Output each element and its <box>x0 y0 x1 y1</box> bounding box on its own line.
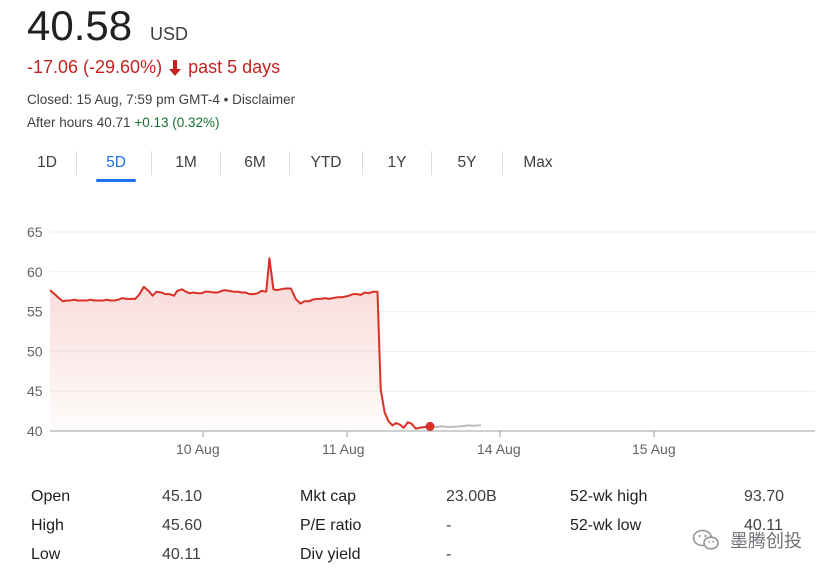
tab-divider <box>151 151 152 175</box>
stat-value-52wk-low: 40.11 <box>744 517 783 534</box>
stat-label-high: High <box>31 517 64 534</box>
tab-divider <box>76 151 77 175</box>
stat-value-high: 45.60 <box>162 517 203 534</box>
price-change: -17.06 (-29.60%) past 5 days <box>27 57 280 78</box>
x-tick-label: 15 Aug <box>632 441 676 457</box>
watermark: 墨腾创投 <box>692 527 802 553</box>
current-price-marker <box>425 421 435 431</box>
y-tick-label: 50 <box>27 343 43 359</box>
change-value: -17.06 (-29.60%) <box>27 57 163 77</box>
stat-label-pe-ratio: P/E ratio <box>300 517 362 534</box>
current-price: 40.58 <box>27 2 133 49</box>
tab-1d[interactable]: 1D <box>37 154 57 171</box>
tab-divider <box>220 151 221 175</box>
tab-1m[interactable]: 1M <box>175 154 197 171</box>
y-tick-label: 40 <box>27 423 43 439</box>
after-hours-line-series <box>429 424 481 429</box>
price-chart[interactable]: 65 60 55 50 45 40 10 Aug 11 Aug 14 Aug 15 Aug <box>0 210 838 470</box>
tab-6m[interactable]: 6M <box>244 154 266 171</box>
tab-divider <box>362 151 363 175</box>
tab-divider <box>502 151 503 175</box>
tab-divider <box>431 151 432 175</box>
stat-label-div-yield: Div yield <box>300 546 361 563</box>
stat-value-mkt-cap: 23.00B <box>446 488 497 505</box>
stat-value-52wk-high: 93.70 <box>744 488 785 505</box>
closed-status: Closed: 15 Aug, 7:59 pm GMT-4 • Disclaim… <box>27 92 296 107</box>
change-period: past 5 days <box>188 57 281 77</box>
price-line-series <box>49 257 431 430</box>
y-tick-label: 60 <box>27 264 43 280</box>
tab-ytd[interactable]: YTD <box>310 154 342 171</box>
price-area-fill <box>50 258 430 431</box>
after-hours-price: After hours 40.71 <box>27 115 135 130</box>
x-tick-label: 14 Aug <box>477 441 521 457</box>
stat-value-div-yield: - <box>446 546 452 563</box>
watermark-text: 墨腾创投 <box>730 531 802 551</box>
range-tabs: 1D 5D 1M 6M YTD 1Y 5Y Max <box>18 148 573 184</box>
y-tick-label: 55 <box>27 304 43 320</box>
tab-max[interactable]: Max <box>523 154 553 171</box>
stat-label-52wk-low: 52-wk low <box>570 517 642 534</box>
stat-label-open: Open <box>31 488 71 505</box>
y-tick-label: 65 <box>27 224 43 240</box>
stat-label-52wk-high: 52-wk high <box>570 488 648 505</box>
currency-label: USD <box>150 24 189 44</box>
stat-value-pe-ratio: - <box>446 517 452 534</box>
stat-value-open: 45.10 <box>162 488 203 505</box>
y-tick-label: 45 <box>27 383 43 399</box>
down-arrow-icon <box>168 59 182 77</box>
x-tick-label: 10 Aug <box>176 441 220 457</box>
after-hours-info: After hours 40.71 +0.13 (0.32%) <box>27 115 220 130</box>
stat-value-low: 40.11 <box>162 546 201 563</box>
stat-label-low: Low <box>31 546 61 563</box>
tab-divider <box>289 151 290 175</box>
x-tick-label: 11 Aug <box>322 441 365 457</box>
wechat-icon <box>692 529 720 551</box>
stat-label-mkt-cap: Mkt cap <box>300 488 357 505</box>
tab-1y[interactable]: 1Y <box>387 154 407 171</box>
tab-5y[interactable]: 5Y <box>457 154 477 171</box>
tab-5d[interactable]: 5D <box>96 148 136 184</box>
key-stats: Open 45.10 High 45.60 Low 40.11 Mkt cap … <box>0 485 838 575</box>
after-hours-change: +0.13 (0.32%) <box>134 115 220 130</box>
